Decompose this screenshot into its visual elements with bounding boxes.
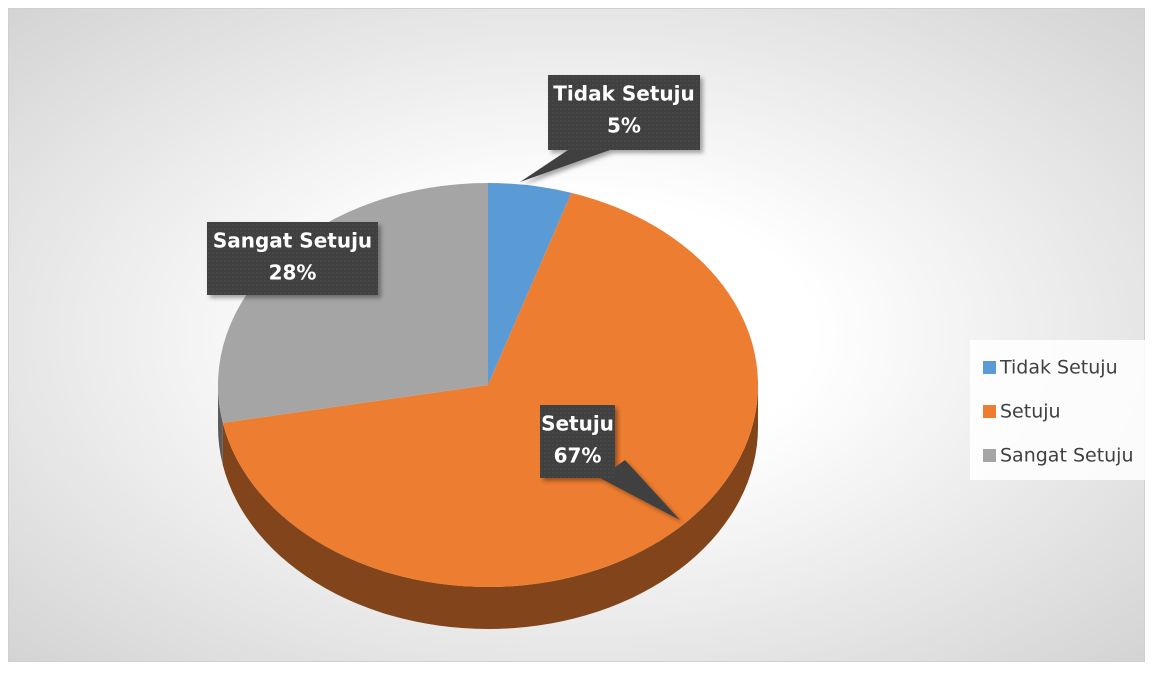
- data-label-category: Sangat Setuju: [213, 229, 372, 253]
- pie-slice: [488, 183, 572, 385]
- pie-side: [222, 385, 758, 629]
- data-label-box: [207, 222, 378, 295]
- callout-pointer: [600, 460, 680, 520]
- data-label-box: [540, 405, 615, 478]
- data-label: [207, 222, 378, 295]
- data-label-category: Setuju: [541, 412, 614, 436]
- legend-swatch: [983, 405, 996, 418]
- data-label: [540, 405, 680, 520]
- legend-label: Tidak Setuju: [999, 357, 1118, 379]
- data-label-box: [548, 75, 700, 150]
- data-label-category: Tidak Setuju: [553, 82, 694, 106]
- legend-label: Setuju: [1000, 401, 1061, 423]
- pie-slice: [217, 183, 488, 423]
- legend-box: [970, 340, 1145, 480]
- data-label-value: 67%: [554, 444, 602, 468]
- legend-swatch: [983, 361, 996, 374]
- data-label-value: 5%: [607, 114, 641, 138]
- legend-label: Sangat Setuju: [1000, 445, 1134, 467]
- callout-pointer: [520, 150, 610, 182]
- legend-swatch: [983, 449, 996, 462]
- pie-side: [218, 385, 223, 465]
- data-label: [520, 75, 700, 182]
- data-label-value: 28%: [269, 261, 317, 285]
